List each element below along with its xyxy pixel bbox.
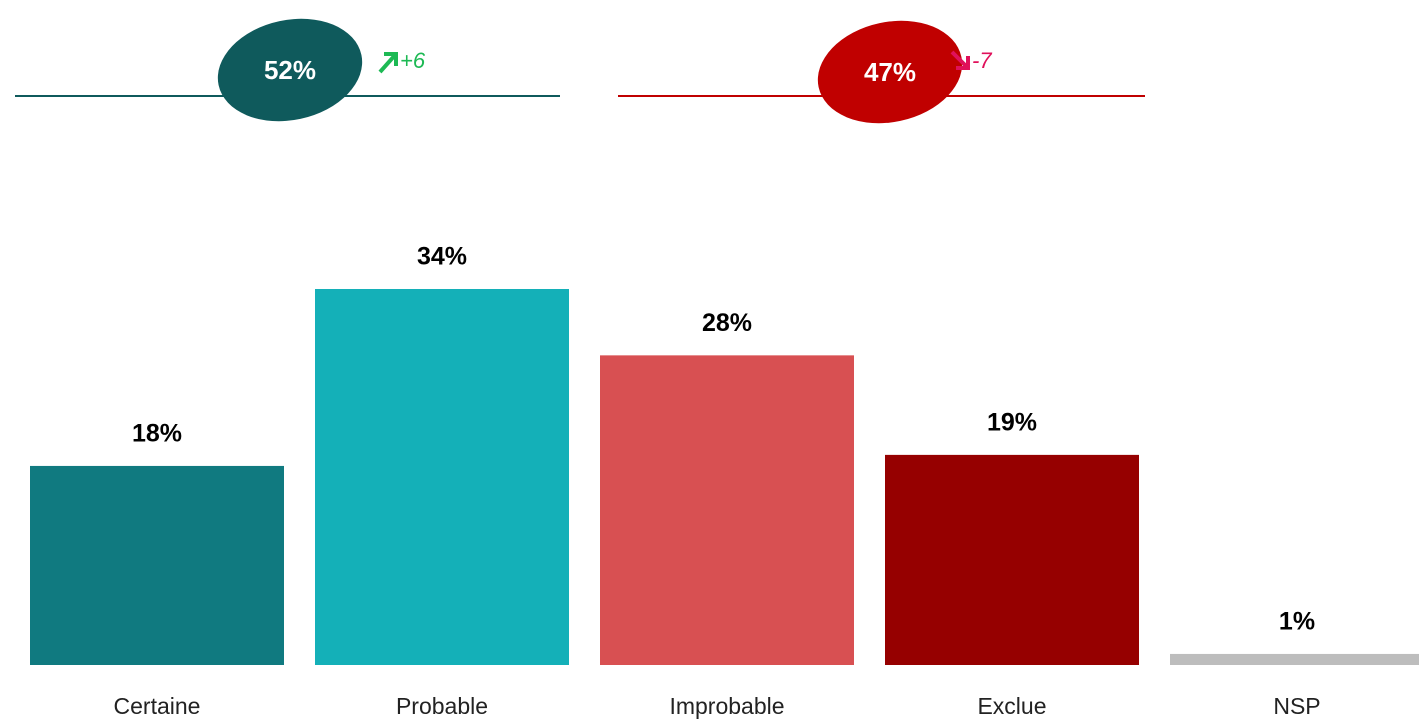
x-tick-label: Improbable bbox=[669, 693, 784, 719]
x-tick-label: Certaine bbox=[114, 693, 201, 719]
value-label: 28% bbox=[702, 309, 752, 337]
bar bbox=[30, 465, 284, 665]
x-tick-label: NSP bbox=[1273, 693, 1320, 719]
summary-value: 47% bbox=[864, 57, 916, 87]
summary-bubble bbox=[217, 18, 363, 122]
x-tick-label: Probable bbox=[396, 693, 488, 719]
x-tick-label: Exclue bbox=[977, 693, 1046, 719]
bar bbox=[315, 289, 569, 665]
summary-bubble bbox=[817, 20, 963, 124]
summary-change: -7 bbox=[972, 48, 992, 73]
value-label: 19% bbox=[987, 408, 1037, 436]
value-label: 34% bbox=[417, 243, 467, 271]
trend-arrow bbox=[950, 50, 970, 70]
summary-value: 52% bbox=[264, 55, 316, 85]
value-label: 1% bbox=[1279, 608, 1315, 636]
value-label: 18% bbox=[132, 420, 182, 448]
bar bbox=[600, 355, 854, 665]
trend-arrow bbox=[378, 52, 398, 74]
bar bbox=[885, 454, 1139, 665]
bar bbox=[1170, 653, 1419, 665]
summary-change: +6 bbox=[400, 48, 426, 73]
